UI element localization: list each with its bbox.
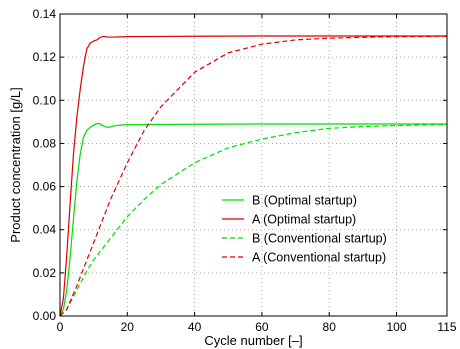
grid <box>60 14 447 316</box>
legend-label-2: A (Optimal startup) <box>252 213 356 227</box>
y-tick-label-0: 0.00 <box>33 309 57 323</box>
y-tick-label-7: 0.14 <box>33 7 57 21</box>
series-line-1 <box>59 122 447 317</box>
plot-frame <box>59 13 448 317</box>
x-tick-label-3: 60 <box>255 320 269 334</box>
y-tick-label-5: 0.10 <box>33 93 57 107</box>
x-tick-label-0: 0 <box>57 320 64 334</box>
series-line-4 <box>59 35 448 317</box>
x-tick-label-5: 100 <box>387 320 407 334</box>
y-axis-label: Product concentration [g/L] <box>8 87 23 242</box>
plot-background <box>60 14 447 316</box>
y-tick-label-6: 0.12 <box>33 50 57 64</box>
x-tick-label-6: 115 <box>437 320 456 334</box>
x-tick-label-1: 20 <box>121 320 135 334</box>
y-tick-label-2: 0.04 <box>33 223 57 237</box>
legend-label-4: A (Conventional startup) <box>252 251 386 265</box>
series-layer <box>59 35 448 317</box>
ticks: 0 20 40 60 80 100 115 0.00 0.02 0.04 0.06 0.08 0.10 0… <box>33 7 457 334</box>
y-tick-label-4: 0.08 <box>33 136 57 150</box>
x-tick-label-4: 80 <box>323 320 337 334</box>
legend-label-3: B (Conventional startup) <box>252 232 387 246</box>
legend: B (Optimal startup) A (Optimal startup) B … <box>222 194 387 265</box>
y-tick-label-1: 0.02 <box>33 266 57 280</box>
x-axis-label: Cycle number [–] <box>204 333 302 348</box>
x-tick-label-2: 40 <box>188 320 202 334</box>
y-tick-label-3: 0.06 <box>33 180 57 194</box>
legend-label-1: B (Optimal startup) <box>252 194 357 208</box>
series-line-2 <box>59 35 447 317</box>
